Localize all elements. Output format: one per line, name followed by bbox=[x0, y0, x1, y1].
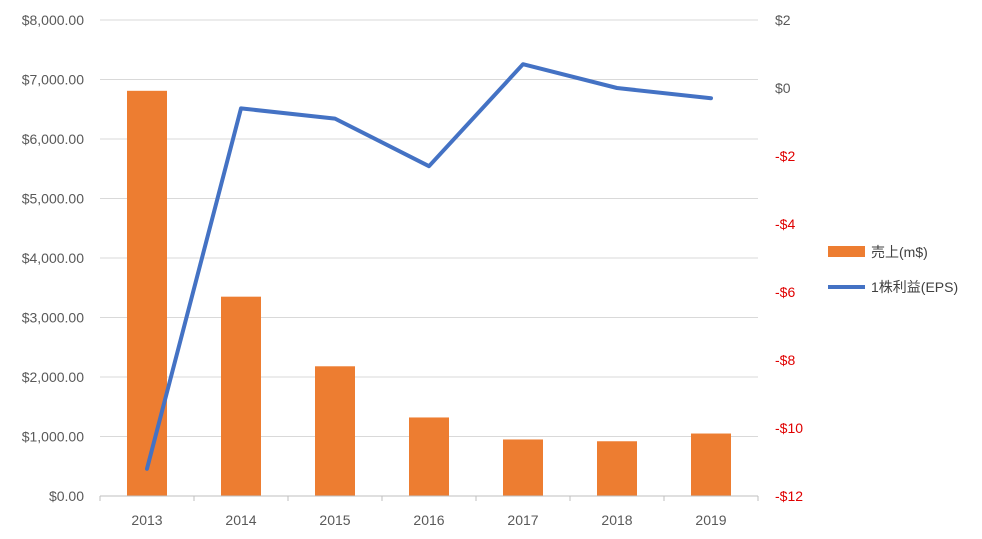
axes: $0.00 $1,000.00 $2,000.00 $3,000.00 $4,000.0… bbox=[22, 12, 804, 528]
y-left-tick-label: $3,000.00 bbox=[22, 310, 84, 326]
x-tick-label: 2016 bbox=[413, 512, 444, 528]
bar-2017 bbox=[503, 439, 543, 496]
x-tick-label: 2019 bbox=[695, 512, 726, 528]
bar-2016 bbox=[409, 417, 449, 496]
line-series bbox=[145, 62, 713, 471]
y-left-tick-label: $4,000.00 bbox=[22, 250, 84, 266]
y-right-tick-label: -$6 bbox=[775, 284, 795, 300]
y-left-tick-label: $1,000.00 bbox=[22, 429, 84, 445]
y-right-tick-label: $2 bbox=[775, 12, 791, 28]
y-right-tick-label: -$10 bbox=[775, 420, 803, 436]
y-right-tick-label: -$4 bbox=[775, 216, 795, 232]
x-tick-label: 2017 bbox=[507, 512, 538, 528]
bar-2013 bbox=[127, 90, 167, 497]
y-right-tick-label: $0 bbox=[775, 80, 791, 96]
bar-2014 bbox=[221, 296, 261, 496]
bar-2015 bbox=[315, 366, 355, 496]
legend-swatch-bar bbox=[828, 246, 865, 257]
legend-label-bar: 売上(m$) bbox=[871, 244, 928, 260]
y-right-tick-label: -$8 bbox=[775, 352, 795, 368]
x-tick-label: 2013 bbox=[131, 512, 162, 528]
bar-2019 bbox=[691, 433, 731, 496]
x-tick-label: 2018 bbox=[601, 512, 632, 528]
legend-label-line: 1株利益(EPS) bbox=[871, 279, 958, 295]
bar-2018 bbox=[597, 441, 637, 496]
y-right-tick-label: -$2 bbox=[775, 148, 795, 164]
y-right-tick-label: -$12 bbox=[775, 488, 803, 504]
y-left-tick-label: $7,000.00 bbox=[22, 72, 84, 88]
y-left-tick-label: $6,000.00 bbox=[22, 131, 84, 147]
y-left-tick-label: $2,000.00 bbox=[22, 369, 84, 385]
x-tick-label: 2015 bbox=[319, 512, 350, 528]
gridlines bbox=[100, 19, 758, 497]
y-left-tick-label: $5,000.00 bbox=[22, 191, 84, 207]
legend: 売上(m$) 1株利益(EPS) bbox=[828, 244, 958, 295]
bar-series bbox=[127, 90, 731, 497]
x-tick-label: 2014 bbox=[225, 512, 256, 528]
y-left-tick-label: $0.00 bbox=[49, 488, 84, 504]
y-left-tick-label: $8,000.00 bbox=[22, 12, 84, 28]
